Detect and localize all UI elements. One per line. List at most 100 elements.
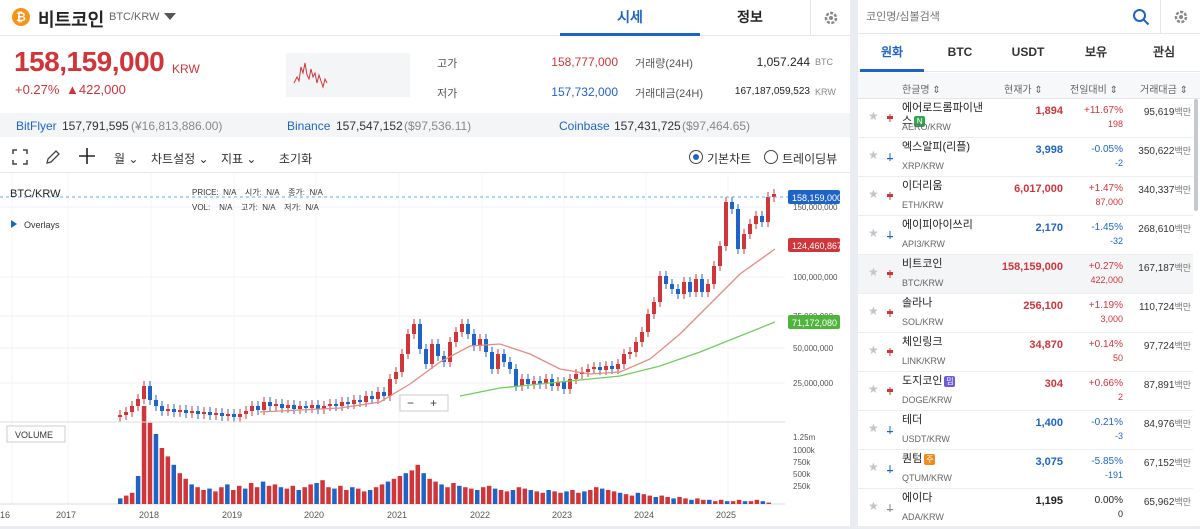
star-icon[interactable]: ★ bbox=[868, 421, 879, 435]
coin-price: 2,170 bbox=[1035, 222, 1063, 234]
pencil-icon[interactable] bbox=[44, 148, 62, 166]
star-icon[interactable]: ★ bbox=[868, 499, 879, 513]
star-icon[interactable]: ★ bbox=[868, 187, 879, 201]
volume-bar bbox=[165, 456, 171, 504]
volume-bar bbox=[653, 497, 658, 504]
exchange-krw: ($97,464.65) bbox=[682, 119, 751, 133]
candle bbox=[586, 369, 590, 372]
coin-row[interactable]: ★ 에이피아이쓰리 API3/KRW 2,170 -1.45% -32 268,… bbox=[858, 216, 1193, 255]
zoom-in-button[interactable]: + bbox=[430, 396, 437, 410]
col-price[interactable]: 현재가 ⇕ bbox=[1004, 85, 1043, 96]
volume-bar bbox=[528, 490, 534, 504]
coin-price: 1,400 bbox=[1035, 417, 1063, 429]
candle bbox=[502, 354, 506, 362]
col-volume[interactable]: 거래대금 ⇕ bbox=[1140, 85, 1188, 96]
volume-bar bbox=[177, 473, 182, 504]
tab-btc[interactable]: BTC bbox=[947, 45, 973, 59]
volume-bar bbox=[427, 478, 432, 504]
star-icon[interactable]: ★ bbox=[868, 226, 879, 240]
volume-bar bbox=[635, 492, 641, 504]
candle bbox=[640, 332, 644, 342]
coin-change-amount: 422,000 bbox=[1090, 275, 1123, 285]
volume-bar bbox=[415, 464, 420, 504]
zoom-out-button[interactable]: − bbox=[407, 396, 414, 410]
tab-holdings[interactable]: 보유 bbox=[1084, 45, 1108, 59]
candle bbox=[130, 406, 134, 412]
star-icon[interactable]: ★ bbox=[868, 265, 879, 279]
star-icon[interactable]: ★ bbox=[868, 304, 879, 318]
tradingview-radio[interactable] bbox=[764, 150, 778, 164]
reset-button[interactable]: 초기화 bbox=[279, 152, 313, 166]
candle bbox=[496, 354, 500, 369]
candle bbox=[448, 342, 452, 362]
coin-name-text: 에이다 bbox=[902, 492, 933, 504]
indicators-select[interactable]: 지표 ⌄ bbox=[221, 152, 257, 166]
volume-bar bbox=[623, 494, 629, 504]
col-change[interactable]: 전일대비 ⇕ bbox=[1070, 85, 1118, 96]
candle bbox=[508, 362, 512, 369]
coin-change-amount: 3,000 bbox=[1100, 314, 1123, 324]
coin-row[interactable]: ★ 엑스알피(리플) XRP/KRW 3,998 -0.05% -2 350,6… bbox=[858, 138, 1193, 177]
current-price: 158,159,000 bbox=[14, 46, 165, 77]
fullscreen-icon[interactable] bbox=[12, 149, 28, 165]
candle bbox=[742, 234, 746, 249]
volume-bar bbox=[338, 485, 343, 504]
mini-candle-icon bbox=[887, 348, 893, 356]
settings-button[interactable] bbox=[810, 0, 850, 36]
star-icon[interactable]: ★ bbox=[868, 148, 879, 162]
candle bbox=[424, 349, 428, 364]
high-value: 158,777,000 bbox=[551, 55, 618, 69]
coin-row[interactable]: ★ 도지코인 밈 DOGE/KRW 304 +0.66% 2 87,891백만 bbox=[858, 372, 1193, 411]
crosshair-icon[interactable] bbox=[78, 147, 96, 165]
search-input[interactable] bbox=[866, 8, 1126, 26]
basic-chart-label[interactable]: 기본차트 bbox=[707, 152, 752, 166]
overlays-label[interactable]: Overlays bbox=[24, 220, 60, 230]
volume-bar bbox=[766, 502, 772, 504]
volume-bar bbox=[701, 499, 706, 504]
market-table-header: 한글명 ⇕ 현재가 ⇕ 전일대비 ⇕ 거래대금 ⇕ bbox=[858, 73, 1200, 99]
coin-row[interactable]: ★ 비트코인 BTC/KRW 158,159,000 +0.27% 422,00… bbox=[858, 255, 1193, 294]
overlays-toggle-icon[interactable] bbox=[11, 220, 17, 228]
candle bbox=[532, 381, 536, 384]
candle bbox=[346, 402, 350, 404]
market-settings-button[interactable] bbox=[1160, 0, 1200, 34]
star-icon[interactable]: ★ bbox=[868, 382, 879, 396]
period-select[interactable]: 월 ⌄ bbox=[114, 152, 139, 166]
coin-row[interactable]: ★ 이더리움 ETH/KRW 6,017,000 +1.47% 87,000 3… bbox=[858, 177, 1193, 216]
search-icon[interactable] bbox=[1132, 8, 1150, 26]
scrollbar[interactable] bbox=[1194, 99, 1198, 211]
candle bbox=[562, 382, 566, 389]
tradingview-label[interactable]: 트레이딩뷰 bbox=[782, 152, 838, 166]
tab-krw[interactable]: 원화 bbox=[860, 34, 924, 72]
star-icon[interactable]: ★ bbox=[868, 109, 879, 123]
volume-bar bbox=[272, 484, 278, 504]
coin-row[interactable]: ★ 테더 USDT/KRW 1,400 -0.21% -3 84,976백만 bbox=[858, 411, 1193, 450]
coin-row[interactable]: ★ 에이다 ADA/KRW 1,195 0.00% 0 65,962백만 bbox=[858, 489, 1193, 528]
candlestick-chart[interactable]: BTC/KRW PRICE: N/A 시가: N/A 종가: N/A VOL: … bbox=[0, 174, 850, 526]
pair-dropdown-icon[interactable] bbox=[164, 13, 176, 20]
mini-candle-icon bbox=[887, 231, 893, 239]
candle bbox=[472, 334, 476, 346]
star-icon[interactable]: ★ bbox=[868, 460, 879, 474]
basic-chart-radio[interactable] bbox=[689, 150, 703, 164]
x-tick-label: 2023 bbox=[552, 510, 572, 520]
tab-info[interactable]: 정보 bbox=[737, 9, 763, 25]
candle bbox=[220, 413, 224, 416]
candle bbox=[460, 324, 464, 332]
coin-row[interactable]: ★ 체인링크 LINK/KRW 34,870 +0.14% 50 97,724백… bbox=[858, 333, 1193, 372]
tab-favorites[interactable]: 관심 bbox=[1152, 45, 1176, 59]
candle bbox=[328, 404, 332, 406]
volume-bar bbox=[189, 484, 194, 504]
candle bbox=[688, 282, 692, 292]
star-icon[interactable]: ★ bbox=[868, 343, 879, 357]
chart-settings-select[interactable]: 차트설정 ⌄ bbox=[151, 152, 209, 166]
volume-bar bbox=[754, 499, 760, 504]
tab-quote[interactable]: 시세 bbox=[560, 0, 700, 36]
coin-row[interactable]: ★ 에어로드롬파이낸스 N AERO/KRW 1,894 +11.67% 198 … bbox=[858, 99, 1193, 138]
price-chart[interactable]: BTC/KRW PRICE: N/A 시가: N/A 종가: N/A VOL: … bbox=[0, 174, 850, 526]
tab-usdt[interactable]: USDT bbox=[1011, 45, 1045, 59]
col-name[interactable]: 한글명 ⇕ bbox=[902, 85, 941, 96]
coin-row[interactable]: ★ 퀀텀 주 QTUM/KRW 3,075 -5.85% -191 67,152백… bbox=[858, 450, 1193, 489]
price-sparkline bbox=[286, 53, 410, 97]
coin-row[interactable]: ★ 솔라나 SOL/KRW 256,100 +1.19% 3,000 110,7… bbox=[858, 294, 1193, 333]
